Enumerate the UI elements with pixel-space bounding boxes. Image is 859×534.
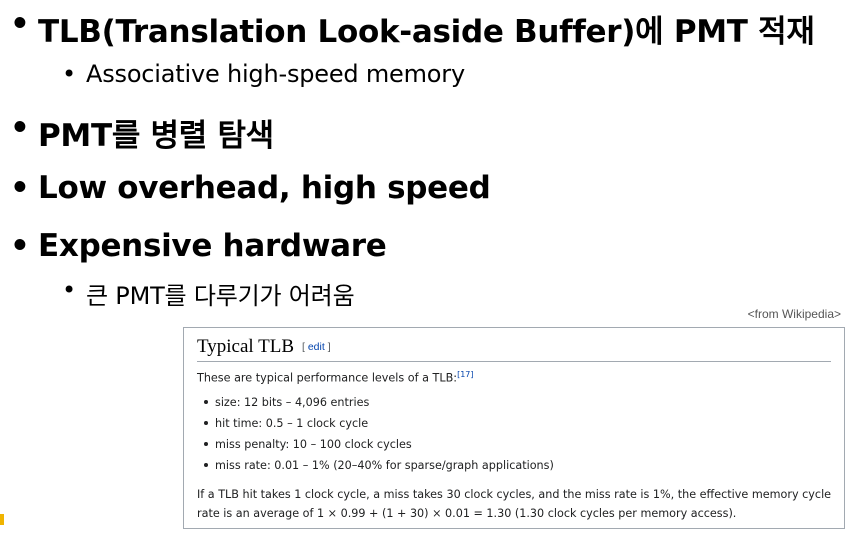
bullet-text: Low overhead, high speed (38, 170, 491, 206)
summary-paragraph: If a TLB hit takes 1 clock cycle, a miss… (197, 488, 832, 520)
list-item: miss rate: 0.01 – 1% (20–40% for sparse/… (204, 459, 554, 472)
list-bullet-icon (204, 421, 208, 425)
list-bullet-icon (204, 442, 208, 446)
list-bullet-icon (204, 463, 208, 467)
section-title: Typical TLB (197, 336, 294, 357)
list-item-text: size: 12 bits – 4,096 entries (215, 396, 370, 409)
edit-bracket-close: ] (324, 341, 331, 353)
bullet-dot: • (10, 110, 30, 146)
bullet-text: Expensive hardware (38, 228, 387, 264)
section-heading: Typical TLB [ edit ] (197, 336, 831, 362)
bullet-text: TLB(Translation Look-aside Buffer)에 PMT … (38, 14, 815, 50)
bullet-dot: • (10, 228, 30, 264)
edit-link[interactable]: edit (307, 341, 325, 353)
intro-sentence: These are typical performance levels of … (197, 371, 458, 385)
list-item: miss penalty: 10 – 100 clock cycles (204, 438, 412, 451)
list-bullet-icon (204, 400, 208, 404)
intro-text: These are typical performance levels of … (197, 370, 474, 385)
list-item-text: hit time: 0.5 – 1 clock cycle (215, 417, 369, 430)
bullet-dot: • (10, 170, 30, 206)
source-note: <from Wikipedia> (747, 307, 841, 321)
list-item-text: miss rate: 0.01 – 1% (20–40% for sparse/… (215, 459, 554, 472)
bullet-dot: • (62, 60, 76, 88)
edit-section: [ edit ] (302, 341, 331, 353)
bullet-text: 큰 PMT를 다루기가 어려움 (86, 282, 355, 310)
bullet-dot: • (10, 6, 30, 42)
bullet-text: PMT를 병렬 탐색 (38, 118, 274, 154)
list-item-text: miss penalty: 10 – 100 clock cycles (215, 438, 412, 451)
bullet-text: Associative high-speed memory (86, 60, 465, 88)
reference-link[interactable]: [17] (457, 370, 474, 379)
wikipedia-excerpt: Typical TLB [ edit ] These are typical pe… (183, 327, 845, 529)
list-item: size: 12 bits – 4,096 entries (204, 396, 369, 409)
list-item: hit time: 0.5 – 1 clock cycle (204, 417, 368, 430)
edit-bracket-open: [ (302, 341, 308, 353)
bullet-dot: • (62, 276, 76, 304)
slide-edge-mark (0, 514, 4, 525)
